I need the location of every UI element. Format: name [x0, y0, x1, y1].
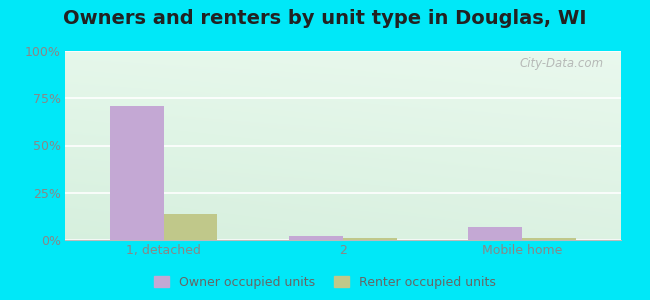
Bar — [164, 214, 217, 240]
Legend: Owner occupied units, Renter occupied units: Owner occupied units, Renter occupied un… — [149, 271, 501, 294]
Bar — [289, 236, 343, 240]
Bar — [522, 238, 576, 240]
Bar — [110, 106, 164, 240]
Bar — [343, 238, 396, 240]
Bar — [469, 227, 522, 240]
Text: City-Data.com: City-Data.com — [520, 57, 604, 70]
Text: Owners and renters by unit type in Douglas, WI: Owners and renters by unit type in Dougl… — [63, 9, 587, 28]
